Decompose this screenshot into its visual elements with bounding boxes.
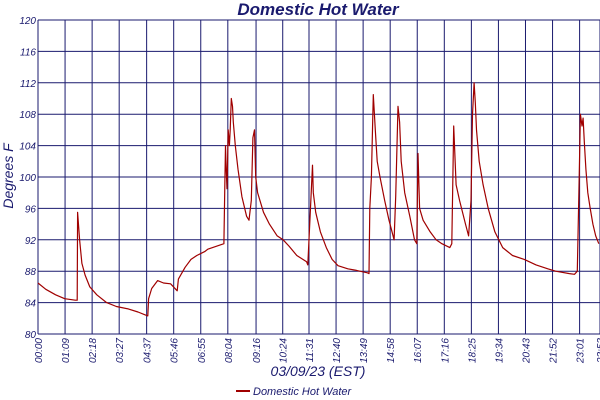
y-tick-label: 88 <box>25 267 37 278</box>
series-layer <box>37 82 600 317</box>
x-tick-label: 00:00 <box>34 338 45 363</box>
y-tick-label: 104 <box>19 142 36 153</box>
legend-label: Domestic Hot Water <box>253 386 353 398</box>
x-axis-title: 03/09/23 (EST) <box>271 363 366 379</box>
x-tick-label: 08:04 <box>224 338 235 363</box>
x-tick-label: 09:16 <box>252 338 263 363</box>
y-tick-label: 80 <box>25 330 37 341</box>
y-tick-label: 92 <box>25 236 37 247</box>
x-tick-label: 19:34 <box>494 338 505 363</box>
x-tick-label: 12:40 <box>332 338 343 363</box>
y-tick-label: 120 <box>19 16 36 27</box>
x-axis-ticks: 00:00 01:09 02:18 03:27 04:37 05:46 06:55 08:04… <box>34 338 600 364</box>
x-tick-label: 17:16 <box>440 338 451 363</box>
chart-title: Domestic Hot Water <box>237 0 400 19</box>
x-tick-label: 23:53 <box>596 338 600 364</box>
y-axis-title: Degrees F <box>0 142 16 209</box>
x-tick-label: 03:27 <box>115 338 126 363</box>
y-tick-label: 100 <box>19 173 36 184</box>
x-tick-label: 05:46 <box>170 338 181 363</box>
x-tick-label: 23:01 <box>576 338 587 364</box>
x-tick-label: 04:37 <box>143 338 154 363</box>
y-tick-label: 112 <box>20 79 36 90</box>
x-tick-label: 11:31 <box>305 338 316 362</box>
x-tick-label: 01:09 <box>61 338 72 363</box>
x-tick-label: 20:43 <box>521 338 532 364</box>
x-tick-label: 06:55 <box>197 338 208 363</box>
x-tick-label: 16:07 <box>413 338 424 363</box>
x-tick-label: 10:24 <box>279 338 290 363</box>
y-tick-label: 84 <box>25 299 37 310</box>
y-tick-label: 96 <box>25 204 37 215</box>
grid-lines <box>37 19 600 335</box>
y-tick-label: 108 <box>19 110 36 121</box>
x-tick-label: 21:52 <box>549 338 560 364</box>
legend: Domestic Hot Water <box>236 386 353 398</box>
y-axis-ticks: 80 84 88 92 96 100 104 108 112 116 120 <box>19 16 36 341</box>
x-tick-label: 02:18 <box>88 338 99 363</box>
series-line-domestic-hot-water <box>37 82 600 317</box>
x-tick-label: 13:49 <box>359 338 370 363</box>
x-tick-label: 18:25 <box>467 338 478 363</box>
y-tick-label: 116 <box>20 47 36 58</box>
x-tick-label: 14:58 <box>386 338 397 363</box>
